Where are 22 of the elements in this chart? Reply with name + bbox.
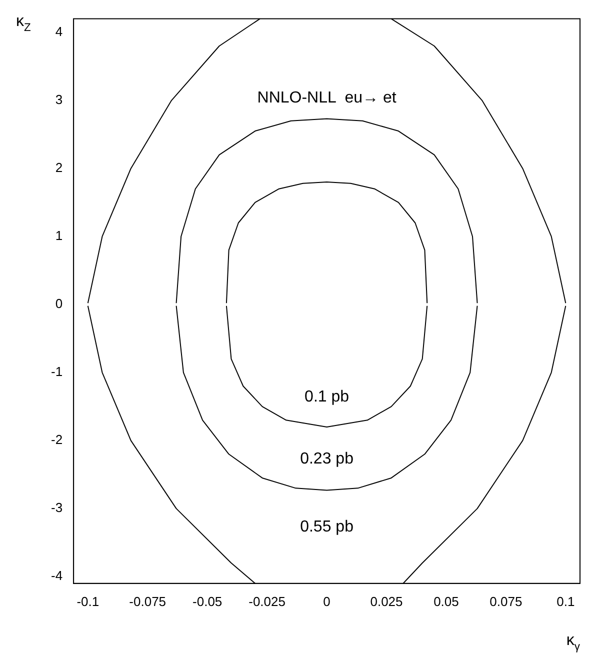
annotation: 0.1 pb bbox=[304, 388, 350, 406]
y-tick-label: 1 bbox=[55, 228, 63, 244]
annotation: 0.23 pb bbox=[300, 450, 354, 468]
text: NNLO-NLL eu→ et bbox=[257, 89, 397, 106]
x-tick-label: 0 bbox=[323, 594, 330, 609]
annotation: 0.55 pb bbox=[300, 518, 354, 536]
x-tick-label: -0.05 bbox=[192, 594, 222, 609]
y-tick-label: 4 bbox=[55, 24, 63, 39]
y-tick-label: 2 bbox=[55, 160, 63, 176]
y-tick-label: -2 bbox=[50, 432, 63, 448]
y-tick-label: -4 bbox=[50, 568, 63, 584]
x-tick-label: -0.025 bbox=[248, 594, 286, 609]
x-tick-label: 0.075 bbox=[490, 594, 522, 609]
x-tick-label: -0.075 bbox=[129, 594, 166, 609]
y-tick-label: -1 bbox=[50, 364, 63, 380]
x-tick-label: 0.1 bbox=[556, 594, 575, 609]
y-tick-label: -3 bbox=[50, 500, 63, 516]
x-tick-label: 0.05 bbox=[434, 594, 459, 609]
x-tick-label: 0.025 bbox=[370, 594, 403, 609]
y-tick-label: 0 bbox=[55, 296, 63, 312]
x-tick-label: -0.1 bbox=[76, 594, 100, 609]
y-tick-label: 3 bbox=[55, 92, 63, 108]
